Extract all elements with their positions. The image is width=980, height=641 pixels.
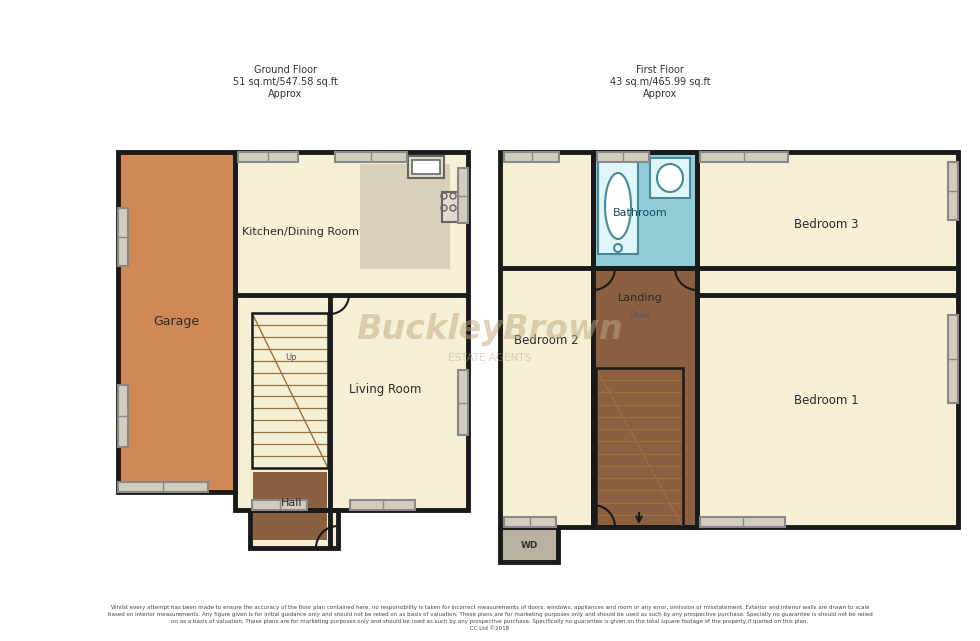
- Text: ESTATE AGENTS: ESTATE AGENTS: [449, 353, 531, 363]
- Bar: [593, 152, 697, 268]
- Bar: [238, 152, 298, 162]
- Bar: [650, 158, 690, 198]
- Bar: [593, 152, 697, 268]
- Bar: [442, 192, 462, 222]
- Bar: [597, 152, 649, 162]
- Text: Bedroom 3: Bedroom 3: [794, 219, 858, 231]
- Text: Bedroom 1: Bedroom 1: [794, 394, 858, 406]
- Text: Bathroom: Bathroom: [612, 208, 667, 218]
- Text: Ground Floor
51 sq.mt/547.58 sq.ft
Approx: Ground Floor 51 sq.mt/547.58 sq.ft Appro…: [232, 65, 337, 99]
- Bar: [235, 152, 468, 510]
- Bar: [250, 510, 338, 548]
- Bar: [700, 517, 785, 527]
- Text: Hall: Hall: [281, 498, 303, 508]
- Bar: [412, 160, 440, 174]
- Text: Up: Up: [285, 353, 297, 363]
- Bar: [504, 517, 556, 527]
- Bar: [408, 156, 444, 178]
- Text: First Floor
43 sq.m/465.99 sq.ft
Approx: First Floor 43 sq.m/465.99 sq.ft Approx: [610, 65, 710, 99]
- Bar: [500, 152, 958, 527]
- Bar: [408, 156, 444, 178]
- Bar: [948, 315, 958, 403]
- Bar: [650, 158, 690, 198]
- Bar: [598, 158, 638, 254]
- Bar: [700, 152, 788, 162]
- Bar: [504, 152, 559, 162]
- Text: BuckleyBrown: BuckleyBrown: [357, 313, 623, 347]
- Text: Garage: Garage: [153, 315, 199, 328]
- Ellipse shape: [657, 164, 683, 192]
- Bar: [442, 192, 462, 222]
- Text: Landing: Landing: [617, 293, 662, 303]
- Text: Down: Down: [629, 312, 651, 320]
- Bar: [350, 500, 415, 510]
- Text: Bedroom 2: Bedroom 2: [514, 333, 578, 347]
- Bar: [458, 168, 468, 223]
- Bar: [252, 500, 307, 510]
- Bar: [118, 385, 128, 447]
- Bar: [118, 152, 235, 492]
- Bar: [500, 152, 958, 527]
- Bar: [500, 527, 558, 562]
- Text: Living Room: Living Room: [349, 383, 421, 397]
- Bar: [118, 208, 128, 266]
- Ellipse shape: [605, 173, 631, 239]
- Bar: [598, 158, 638, 254]
- Text: Whilst every attempt has been made to ensure the accuracy of the floor plan cont: Whilst every attempt has been made to en…: [108, 605, 872, 631]
- Bar: [596, 368, 683, 527]
- Bar: [252, 313, 328, 468]
- Bar: [235, 152, 468, 510]
- Bar: [253, 472, 327, 540]
- Bar: [250, 510, 338, 548]
- Bar: [118, 482, 208, 492]
- Bar: [458, 370, 468, 435]
- Bar: [252, 313, 328, 468]
- Text: Kitchen/Dining Room: Kitchen/Dining Room: [241, 227, 359, 237]
- Bar: [593, 268, 697, 527]
- Bar: [500, 527, 558, 562]
- Bar: [948, 162, 958, 220]
- Bar: [118, 152, 235, 492]
- Bar: [335, 152, 407, 162]
- Bar: [593, 268, 697, 527]
- Bar: [360, 164, 450, 269]
- Text: WD: WD: [520, 542, 538, 551]
